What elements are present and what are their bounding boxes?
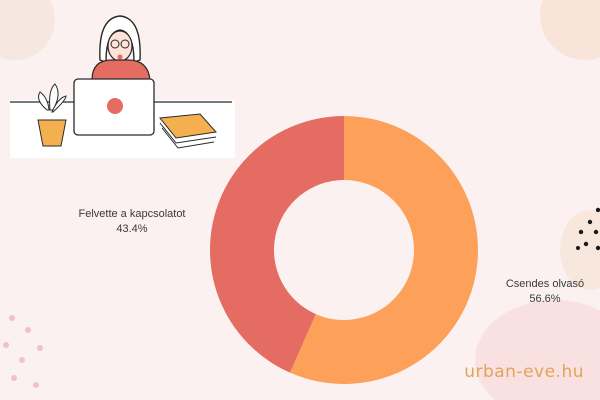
brand-watermark[interactable]: urban-eve.hu	[464, 362, 584, 382]
books-icon	[159, 113, 217, 149]
laptop-icon	[73, 78, 155, 136]
slice-name-silent-reader: Csendes olvasó	[505, 278, 585, 290]
slice-contacted	[210, 116, 344, 373]
plant-icon	[37, 83, 67, 147]
slice-label-silent-reader: Csendes olvasó 56.6%	[485, 277, 600, 307]
dots-pattern-icon	[576, 207, 600, 251]
slice-silent-reader	[290, 116, 478, 385]
donut-chart	[210, 116, 478, 385]
slice-name-contacted: Felvette a kapcsolatot	[78, 208, 186, 220]
slice-label-contacted: Felvette a kapcsolatot 43.4%	[62, 207, 202, 237]
slice-value-contacted: 43.4%	[116, 223, 148, 235]
slice-value-silent-reader: 56.6%	[529, 293, 561, 305]
